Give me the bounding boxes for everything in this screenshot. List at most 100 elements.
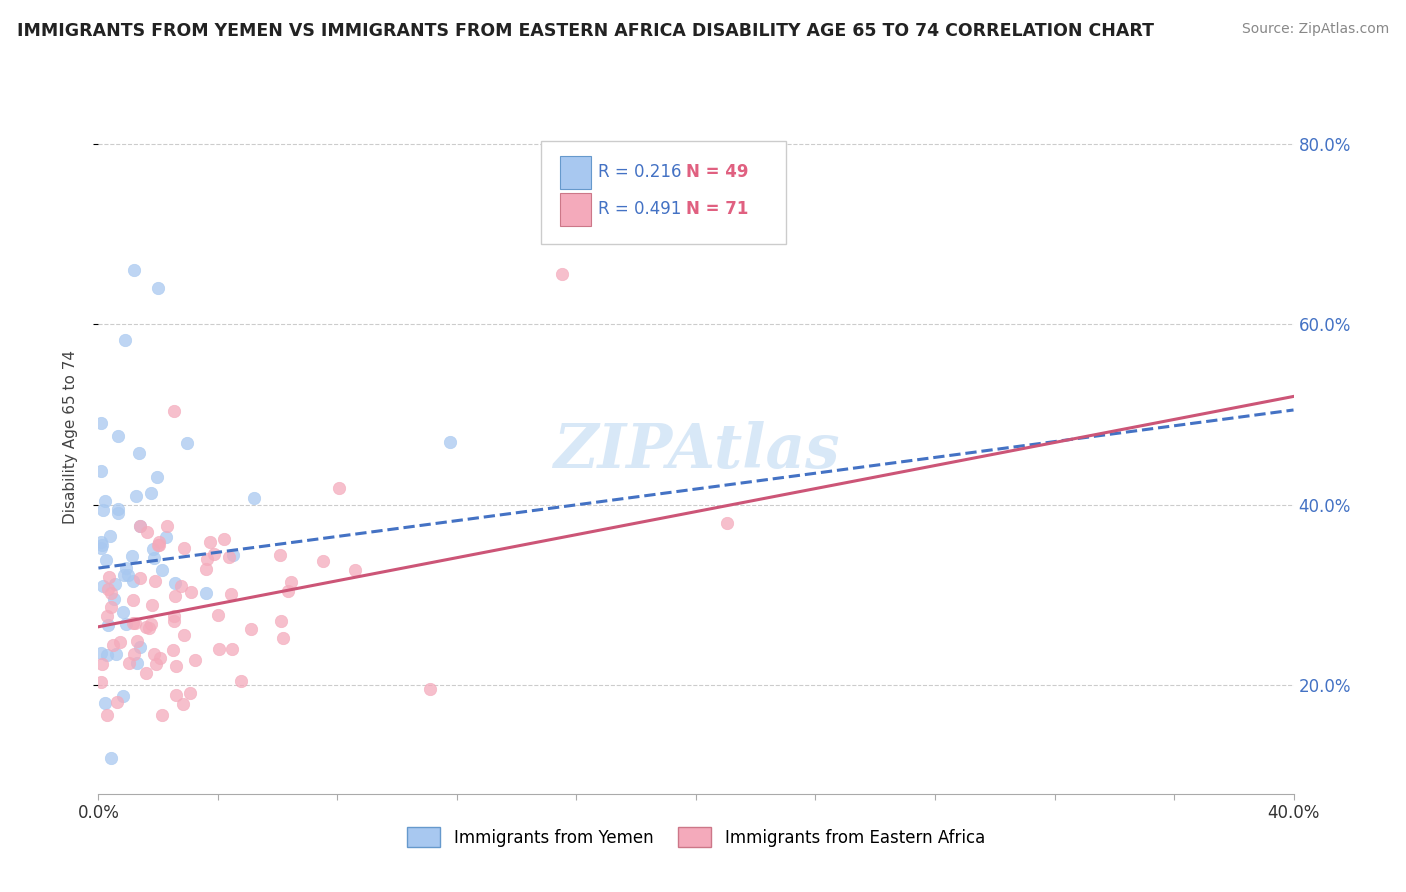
Point: [129, 519, 152, 533]
Point: [135, 666, 157, 681]
Point: [269, 549, 291, 563]
Point: [90, 538, 112, 552]
Point: [115, 560, 138, 574]
Point: [90, 416, 112, 430]
Point: [148, 534, 170, 549]
Y-axis label: Disability Age 65 to 74: Disability Age 65 to 74: [63, 350, 77, 524]
Point: [104, 647, 127, 661]
Point: [138, 621, 160, 635]
Point: [93, 494, 115, 508]
Point: [202, 547, 225, 561]
Point: [243, 491, 266, 506]
Point: [90, 646, 112, 660]
Point: [97, 618, 120, 632]
Point: [270, 614, 292, 628]
Point: [91, 503, 114, 517]
Point: [156, 518, 179, 533]
Point: [218, 550, 240, 565]
Text: Source: ZipAtlas.com: Source: ZipAtlas.com: [1241, 22, 1389, 37]
Point: [550, 268, 572, 282]
Point: [148, 538, 170, 552]
Point: [96, 609, 118, 624]
Point: [148, 281, 170, 295]
Text: N = 71: N = 71: [686, 201, 749, 219]
Point: [118, 656, 141, 670]
Point: [165, 659, 187, 673]
Point: [122, 574, 145, 589]
Point: [312, 554, 335, 568]
Point: [108, 635, 131, 649]
Point: [128, 571, 150, 585]
Text: R = 0.491: R = 0.491: [598, 201, 682, 219]
Point: [195, 586, 218, 600]
Point: [107, 429, 129, 443]
Point: [142, 551, 165, 566]
Point: [124, 616, 146, 631]
Point: [221, 641, 243, 656]
Point: [91, 657, 114, 672]
Point: [343, 563, 366, 577]
Point: [122, 616, 145, 631]
Point: [105, 695, 128, 709]
Point: [111, 606, 134, 620]
Point: [100, 529, 122, 543]
Point: [114, 333, 136, 347]
Point: [142, 647, 165, 661]
Point: [129, 640, 152, 655]
Point: [112, 567, 135, 582]
Point: [96, 648, 118, 663]
Point: [94, 553, 117, 567]
Point: [117, 568, 139, 582]
Point: [139, 486, 162, 500]
Point: [90, 534, 112, 549]
Point: [716, 516, 738, 531]
Point: [107, 506, 129, 520]
Point: [152, 563, 174, 577]
Point: [231, 674, 253, 689]
Point: [127, 634, 149, 648]
Point: [212, 533, 235, 547]
Point: [90, 675, 112, 690]
Point: [124, 263, 146, 277]
Point: [165, 589, 187, 603]
Point: [128, 446, 150, 460]
Point: [135, 620, 157, 634]
Point: [170, 579, 193, 593]
Legend: Immigrants from Yemen, Immigrants from Eastern Africa: Immigrants from Yemen, Immigrants from E…: [401, 821, 991, 854]
Point: [419, 681, 441, 696]
Point: [165, 688, 187, 702]
Point: [129, 519, 152, 533]
Point: [115, 616, 138, 631]
Point: [280, 575, 302, 590]
Point: [121, 549, 143, 564]
Point: [207, 607, 229, 622]
Point: [163, 614, 186, 628]
Point: [141, 617, 163, 632]
Text: ZIPAtlas: ZIPAtlas: [553, 421, 839, 482]
Point: [208, 641, 231, 656]
Point: [163, 608, 186, 623]
Point: [149, 651, 172, 665]
Point: [173, 628, 195, 642]
Text: R = 0.216: R = 0.216: [598, 163, 682, 181]
Point: [122, 647, 145, 661]
Point: [94, 697, 117, 711]
Point: [195, 552, 218, 566]
Text: N = 49: N = 49: [686, 163, 749, 181]
Point: [125, 657, 148, 671]
Text: IMMIGRANTS FROM YEMEN VS IMMIGRANTS FROM EASTERN AFRICA DISABILITY AGE 65 TO 74 : IMMIGRANTS FROM YEMEN VS IMMIGRANTS FROM…: [17, 22, 1154, 40]
Point: [172, 698, 194, 712]
Point: [194, 562, 217, 576]
Point: [146, 470, 169, 484]
Point: [98, 570, 121, 584]
Point: [155, 530, 177, 544]
Point: [176, 435, 198, 450]
Point: [91, 579, 114, 593]
Point: [97, 582, 120, 596]
FancyBboxPatch shape: [560, 156, 591, 189]
Point: [184, 653, 207, 667]
Point: [328, 481, 350, 495]
Point: [96, 707, 118, 722]
Point: [100, 586, 122, 600]
Point: [111, 689, 134, 703]
